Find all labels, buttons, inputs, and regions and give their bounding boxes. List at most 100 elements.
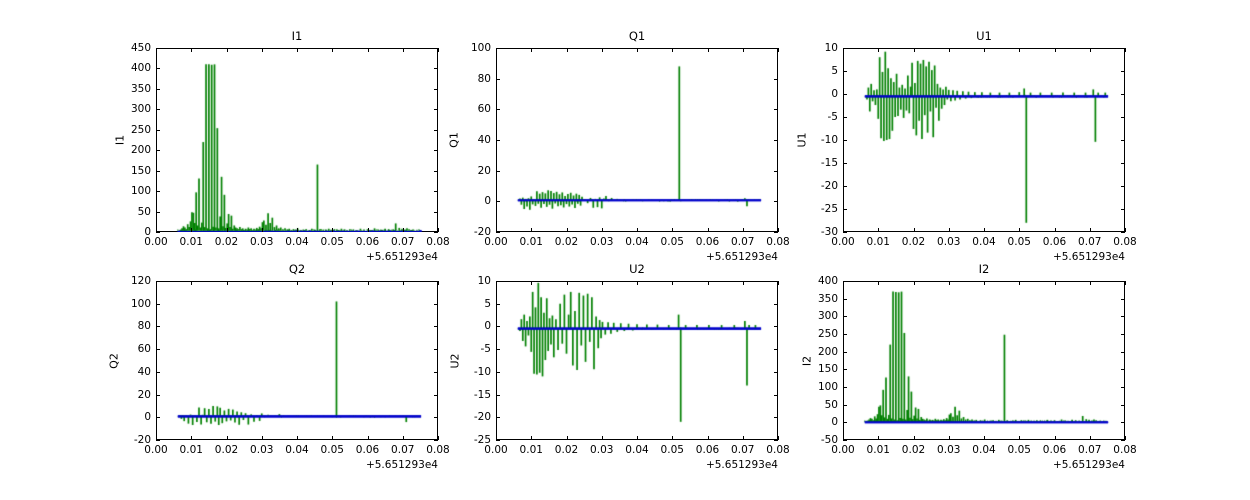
xtick-label: 0.02	[901, 236, 926, 248]
ytick-mark	[496, 48, 500, 49]
ytick-mark	[156, 88, 160, 90]
ytick-mark	[434, 211, 438, 213]
xtick-mark	[601, 48, 603, 52]
xtick-label: 0.05	[1007, 236, 1031, 248]
ytick-mark	[434, 326, 438, 328]
xtick-mark	[878, 436, 880, 440]
xtick-mark	[226, 228, 228, 232]
xtick-mark	[191, 48, 193, 52]
xtick-mark	[367, 281, 369, 285]
ytick-mark	[1121, 117, 1125, 118]
xtick-mark	[156, 48, 157, 52]
ytick-mark	[434, 394, 438, 396]
xtick-label: 0.02	[214, 444, 239, 456]
xtick-mark	[566, 48, 568, 52]
xtick-mark	[1019, 48, 1021, 52]
ylabel-i1: I1	[113, 134, 127, 146]
xtick-label: 0.02	[901, 444, 926, 456]
ytick-mark	[434, 417, 438, 419]
ytick-label: -10	[820, 134, 838, 146]
xtick-label: 0.08	[766, 236, 790, 248]
xtick-mark	[984, 281, 985, 285]
ytick-label: -5	[827, 111, 838, 123]
xtick-label: 0.01	[519, 236, 543, 248]
xtick-mark	[332, 436, 334, 440]
xtick-label: 0.02	[554, 236, 579, 248]
ytick-mark	[774, 303, 778, 305]
ytick-label: 250	[130, 123, 151, 136]
ytick-mark	[496, 349, 500, 351]
xtick-label: 0.05	[320, 444, 344, 456]
ytick-mark	[774, 371, 778, 373]
xtick-label: 0.03	[590, 444, 614, 456]
xtick-mark	[367, 436, 369, 440]
xtick-mark	[1054, 281, 1056, 285]
ylabel-q2: Q2	[107, 352, 121, 369]
xtick-label: 0.04	[972, 236, 996, 248]
ytick-label: -20	[133, 434, 151, 446]
ytick-label: 20	[137, 388, 151, 401]
xtick-label: 0.01	[519, 444, 543, 456]
xtick-mark	[156, 281, 157, 285]
ytick-mark	[434, 68, 438, 70]
xtick-mark	[984, 228, 985, 232]
ytick-mark	[774, 140, 778, 141]
plot-title-q2: Q2	[288, 262, 306, 276]
xtick-mark	[156, 436, 157, 440]
ytick-mark	[1121, 316, 1125, 318]
xtick-label: 0.06	[695, 444, 720, 456]
xtick-mark	[367, 228, 369, 232]
ytick-mark	[843, 117, 847, 118]
ytick-mark	[1121, 440, 1125, 441]
xtick-mark	[878, 281, 880, 285]
xtick-label: 0.07	[391, 236, 415, 248]
ytick-label: 450	[130, 42, 151, 54]
ytick-label: 100	[130, 185, 151, 198]
xtick-mark	[438, 48, 439, 52]
ytick-label: 100	[130, 297, 151, 310]
ytick-mark	[1121, 140, 1125, 141]
xtick-label: 0.05	[660, 444, 684, 456]
xtick-mark	[531, 48, 533, 52]
ytick-label: 5	[831, 65, 838, 77]
xtick-mark	[226, 48, 228, 52]
ytick-mark	[156, 371, 160, 373]
ytick-label: 100	[817, 381, 838, 393]
ytick-mark	[1121, 163, 1125, 164]
xtick-label: 0.04	[285, 444, 309, 456]
xtick-label: 0.04	[625, 444, 649, 456]
ytick-mark	[843, 369, 847, 371]
ylabel-u2: U2	[448, 352, 462, 369]
x-axis-offset-text: +5.651293e4	[365, 251, 438, 263]
ytick-label: 200	[817, 345, 838, 358]
ytick-label: 10	[824, 42, 838, 54]
xtick-mark	[1054, 228, 1056, 232]
ytick-mark	[156, 68, 160, 70]
ytick-mark	[843, 163, 847, 164]
ytick-mark	[774, 394, 778, 396]
xtick-label: 0.03	[250, 236, 274, 248]
ytick-label: 0	[831, 88, 838, 100]
ytick-mark	[434, 232, 438, 233]
ytick-mark	[434, 170, 438, 172]
ytick-label: 0	[484, 320, 491, 333]
ytick-mark	[843, 440, 847, 441]
subplot-q2: Q2 -20 0 20 40 60 80 100 120 0.00 0.01 0.02 0.03 0.04…	[108, 262, 450, 471]
xtick-label: 0.08	[426, 444, 450, 456]
ytick-mark	[843, 387, 847, 388]
xtick-label: 0.01	[866, 236, 890, 248]
xtick-mark	[438, 228, 439, 232]
ytick-mark	[496, 394, 500, 396]
plot-title-q1: Q1	[628, 29, 646, 43]
ytick-mark	[774, 349, 778, 351]
xtick-label: 0.00	[484, 444, 508, 456]
ytick-mark	[434, 129, 438, 131]
xtick-mark	[637, 436, 638, 440]
xtick-mark	[438, 281, 439, 285]
ytick-label: 0	[831, 416, 838, 429]
xtick-mark	[1054, 436, 1056, 440]
xtick-mark	[948, 281, 950, 285]
xtick-mark	[332, 48, 334, 52]
ytick-mark	[434, 349, 438, 351]
xtick-label: 0.00	[484, 236, 508, 248]
